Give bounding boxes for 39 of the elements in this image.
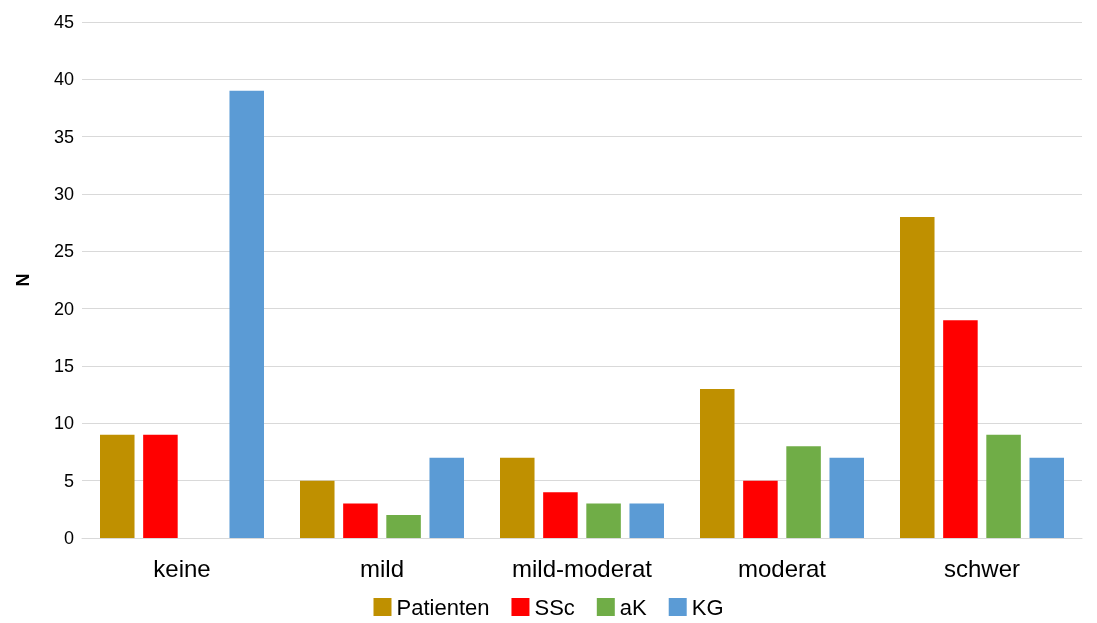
bar (143, 434, 178, 538)
y-tick-label: 30 (53, 184, 74, 204)
y-tick-label: 35 (53, 126, 74, 147)
bar (743, 480, 778, 538)
bar (500, 457, 535, 538)
bar (300, 480, 335, 538)
bar (700, 388, 735, 538)
bar (586, 503, 621, 538)
bar (386, 515, 421, 538)
y-tick-label: 15 (53, 356, 74, 376)
y-tick-label: 25 (53, 241, 74, 262)
y-tick-label: 10 (53, 413, 74, 434)
bar (229, 90, 264, 538)
x-tick-label: mild (359, 554, 405, 582)
legend-label: SSc (534, 594, 575, 620)
bar (343, 503, 378, 538)
bar (543, 492, 578, 538)
bar (943, 320, 978, 538)
legend-label: Patienten (396, 594, 490, 620)
bar (100, 434, 135, 538)
bar (629, 503, 664, 538)
bar (1029, 457, 1064, 538)
y-tick-label: 45 (53, 12, 74, 32)
bar (429, 457, 464, 538)
y-tick-label: 5 (63, 470, 74, 491)
y-tick-label: 20 (53, 298, 74, 319)
y-axis-title: N (13, 273, 33, 287)
bar (900, 216, 935, 538)
x-tick-label: moderat (737, 554, 827, 582)
legend-label: aK (619, 594, 648, 620)
bar (829, 457, 864, 538)
bar (986, 434, 1021, 538)
bar (786, 446, 821, 538)
x-tick-label: mild-moderat (511, 554, 653, 582)
y-tick-label: 0 (63, 528, 74, 548)
legend-label: KG (691, 594, 724, 620)
x-tick-label: keine (153, 554, 211, 582)
x-tick-label: schwer (943, 554, 1021, 582)
y-tick-label: 40 (53, 69, 74, 90)
